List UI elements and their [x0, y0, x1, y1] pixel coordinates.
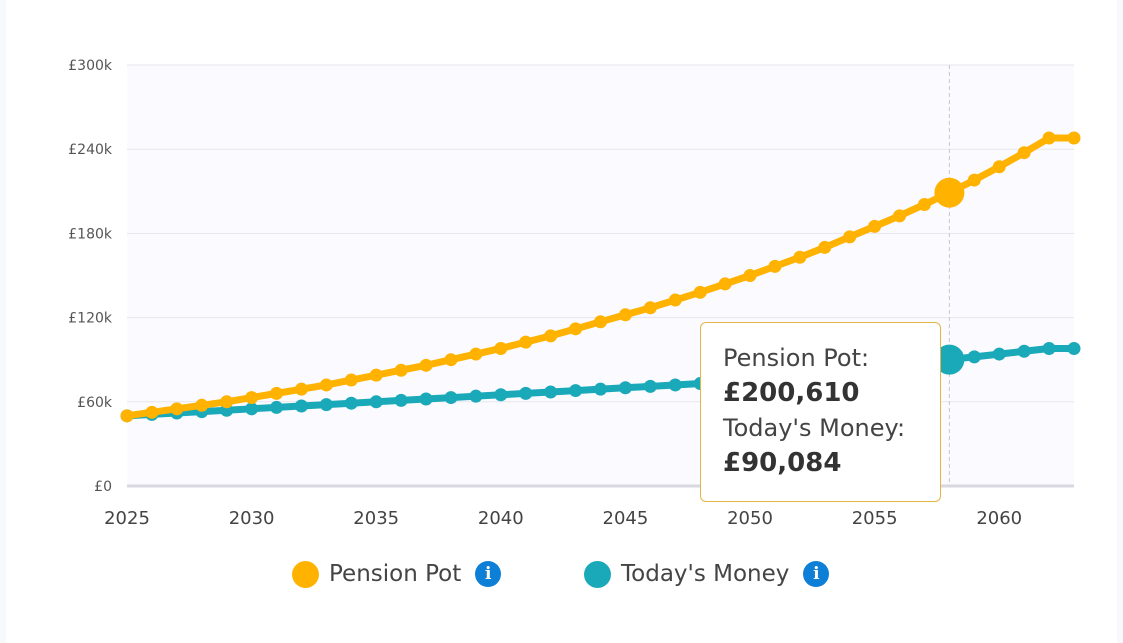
data-point[interactable]: [519, 386, 533, 400]
highlighted-point[interactable]: [934, 177, 965, 208]
legend-marker-pension-pot: [292, 560, 319, 588]
data-point[interactable]: [967, 350, 981, 364]
chart-legend: Pension Pot i Today's Money i: [0, 556, 1123, 592]
data-point[interactable]: [294, 399, 308, 413]
data-point[interactable]: [544, 385, 558, 399]
y-tick-label: £180k: [68, 226, 113, 242]
data-point[interactable]: [170, 402, 184, 416]
data-point[interactable]: [319, 398, 333, 412]
data-point[interactable]: [594, 382, 607, 396]
x-tick-label: 2040: [478, 508, 524, 529]
info-icon[interactable]: i: [803, 561, 830, 587]
data-point[interactable]: [344, 373, 358, 387]
data-point[interactable]: [444, 391, 458, 405]
data-point[interactable]: [693, 285, 707, 299]
data-point[interactable]: [394, 363, 408, 377]
data-point[interactable]: [992, 160, 1006, 174]
data-point[interactable]: [718, 277, 732, 291]
y-axis-ticks: £0 £60k £120k £180k £240k £300k: [68, 58, 113, 495]
data-point[interactable]: [992, 347, 1006, 361]
data-point[interactable]: [444, 353, 458, 367]
legend-label-todays-money: Today's Money: [621, 561, 790, 587]
data-point[interactable]: [344, 396, 358, 410]
tooltip-pension-label: Pension Pot:: [723, 344, 870, 372]
legend-item-pension-pot[interactable]: Pension Pot i: [292, 556, 502, 592]
data-point[interactable]: [893, 209, 907, 223]
data-point[interactable]: [569, 322, 583, 336]
data-point[interactable]: [270, 386, 284, 400]
data-point[interactable]: [618, 308, 632, 322]
data-point[interactable]: [1042, 341, 1056, 355]
data-point[interactable]: [1067, 341, 1081, 355]
data-point[interactable]: [618, 381, 632, 395]
data-point[interactable]: [519, 335, 533, 349]
tooltip-today-label: Today's Money:: [723, 414, 906, 442]
data-tooltip: Pension Pot: £200,610 Today's Money: £90…: [700, 322, 941, 502]
data-point[interactable]: [818, 240, 832, 254]
data-point[interactable]: [419, 358, 433, 372]
data-point[interactable]: [1067, 131, 1081, 145]
data-point[interactable]: [668, 293, 682, 307]
data-point[interactable]: [1017, 344, 1031, 358]
x-tick-label: 2045: [603, 508, 649, 529]
y-tick-label: £120k: [68, 311, 113, 327]
series-pension-pot: [120, 131, 1081, 423]
data-point[interactable]: [643, 379, 657, 393]
data-point[interactable]: [145, 405, 159, 419]
y-tick-label: £240k: [68, 142, 113, 158]
highlighted-point[interactable]: [934, 344, 965, 375]
data-point[interactable]: [469, 389, 483, 403]
x-tick-label: 2060: [976, 508, 1022, 529]
data-point[interactable]: [369, 395, 383, 409]
data-point[interactable]: [743, 269, 757, 282]
data-point[interactable]: [967, 173, 981, 187]
data-point[interactable]: [469, 347, 483, 361]
data-point[interactable]: [917, 197, 931, 211]
data-point[interactable]: [220, 395, 234, 409]
x-axis-ticks: 2025 2030 2035 2040 2045 2050 2055 2060: [104, 508, 1022, 529]
legend-label-pension-pot: Pension Pot: [329, 561, 462, 587]
x-tick-label: 2025: [104, 508, 150, 529]
y-tick-label: £0: [94, 479, 112, 495]
legend-marker-todays-money: [584, 560, 611, 588]
data-point[interactable]: [195, 398, 209, 412]
x-tick-label: 2050: [727, 508, 773, 529]
tooltip-today-value: £90,084: [723, 448, 842, 478]
y-tick-label: £300k: [68, 58, 113, 74]
x-tick-label: 2055: [852, 508, 898, 529]
data-point[interactable]: [270, 400, 284, 414]
data-point[interactable]: [245, 402, 259, 416]
tooltip-pension-value: £200,610: [723, 378, 860, 408]
y-tick-label: £60k: [77, 395, 113, 411]
data-point[interactable]: [245, 391, 259, 405]
data-point[interactable]: [494, 388, 508, 402]
data-point[interactable]: [369, 368, 383, 382]
x-tick-label: 2030: [229, 508, 275, 529]
data-point[interactable]: [1017, 146, 1031, 160]
data-point[interactable]: [544, 329, 558, 343]
data-point[interactable]: [793, 250, 807, 264]
data-point[interactable]: [120, 409, 134, 423]
data-point[interactable]: [419, 392, 433, 406]
data-point[interactable]: [494, 341, 508, 355]
info-icon[interactable]: i: [475, 561, 502, 587]
data-point[interactable]: [319, 378, 333, 392]
data-point[interactable]: [569, 384, 583, 398]
data-point[interactable]: [594, 315, 607, 329]
data-point[interactable]: [643, 301, 657, 315]
data-point[interactable]: [1042, 131, 1056, 145]
legend-item-todays-money[interactable]: Today's Money i: [584, 556, 830, 592]
grid-lines: [127, 64, 1074, 403]
data-point[interactable]: [768, 259, 782, 273]
data-point[interactable]: [294, 382, 308, 396]
data-point[interactable]: [868, 219, 882, 233]
data-point[interactable]: [394, 393, 408, 407]
data-point[interactable]: [843, 230, 857, 244]
x-tick-label: 2035: [353, 508, 399, 529]
data-point[interactable]: [668, 378, 682, 392]
